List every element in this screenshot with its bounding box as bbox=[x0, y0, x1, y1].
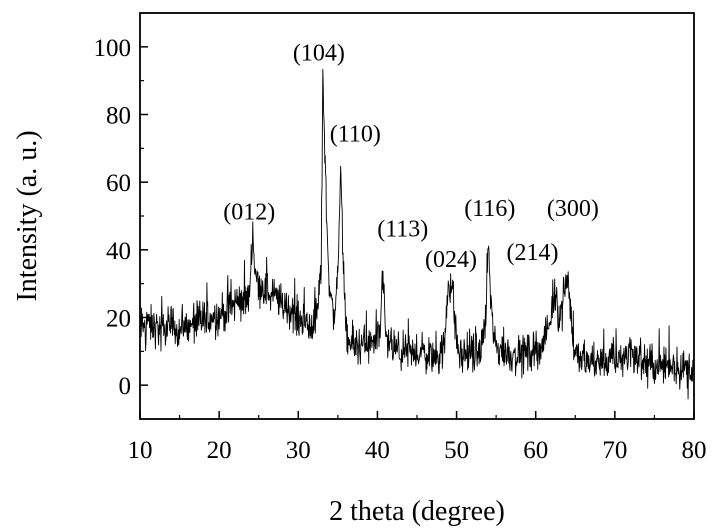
peak-label: (024) bbox=[425, 247, 477, 273]
y-axis: 0 20 40 60 80 100 bbox=[94, 35, 148, 420]
y-tick-label: 60 bbox=[106, 170, 131, 197]
y-tick-label: 0 bbox=[119, 373, 132, 400]
x-tick-label: 20 bbox=[207, 437, 232, 464]
peak-label: (300) bbox=[547, 196, 599, 222]
x-tick-label: 40 bbox=[365, 437, 390, 464]
x-tick-label: 60 bbox=[523, 437, 548, 464]
x-tick-label: 70 bbox=[602, 437, 627, 464]
x-axis-title: 2 theta (degree) bbox=[329, 496, 505, 527]
x-tick-label: 10 bbox=[128, 437, 153, 464]
y-tick-label: 80 bbox=[106, 103, 131, 130]
peak-label: (116) bbox=[464, 196, 515, 222]
peak-label: (012) bbox=[223, 199, 275, 225]
data-layer bbox=[139, 68, 695, 400]
y-tick-label: 40 bbox=[106, 238, 131, 265]
peak-label: (104) bbox=[293, 40, 345, 66]
x-tick-label: 50 bbox=[444, 437, 469, 464]
peak-label: (113) bbox=[377, 216, 428, 242]
x-axis: 10 20 30 40 50 60 70 80 bbox=[128, 411, 707, 464]
peak-label: (110) bbox=[330, 122, 381, 148]
peak-annotations: (012) (104) (110) (113) (024) (116) (214) (300) bbox=[223, 40, 599, 272]
x-tick-label: 80 bbox=[682, 437, 707, 464]
xrd-pattern-line bbox=[139, 68, 695, 400]
y-tick-label: 100 bbox=[94, 35, 132, 62]
peak-label: (214) bbox=[507, 240, 559, 266]
y-axis-title: Intensity (a. u.) bbox=[12, 130, 43, 301]
y-tick-label: 20 bbox=[106, 306, 131, 333]
x-tick-label: 30 bbox=[286, 437, 311, 464]
